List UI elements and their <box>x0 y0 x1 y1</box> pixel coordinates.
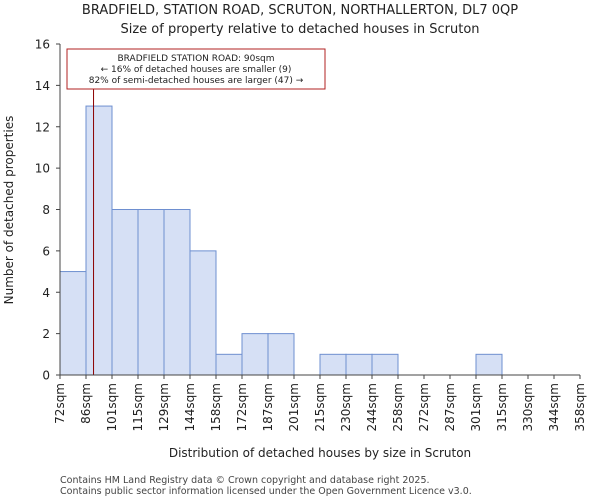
bar-301sqm <box>475 353 503 376</box>
x-tick-label: 172sqm <box>235 383 249 431</box>
chart-title: BRADFIELD, STATION ROAD, SCRUTON, NORTHA… <box>82 3 518 18</box>
y-tick-label: 10 <box>35 162 50 176</box>
y-axis-label: Number of detached properties <box>2 116 16 305</box>
bar-144sqm <box>189 250 217 376</box>
bar-230sqm <box>345 353 373 376</box>
x-tick-label: 187sqm <box>261 383 275 431</box>
annotation-line-2: ← 16% of detached houses are smaller (9) <box>101 65 292 75</box>
x-ticks-group: 72sqm 86sqm 101sqm 115sqm 129sqm 144sqm 158sqm… <box>53 375 587 431</box>
y-tick-label: 16 <box>35 38 50 52</box>
y-tick-label: 4 <box>42 286 50 300</box>
bar-86sqm <box>85 105 113 376</box>
x-tick-label: 72sqm <box>53 383 67 424</box>
x-tick-label: 144sqm <box>183 383 197 431</box>
x-tick-label: 358sqm <box>573 383 587 431</box>
x-tick-label: 272sqm <box>417 383 431 431</box>
x-tick-label: 158sqm <box>209 383 223 431</box>
y-ticks-group: 0 2 4 6 8 10 12 14 16 <box>35 38 60 383</box>
x-axis-label: Distribution of detached houses by size … <box>169 446 471 460</box>
footer-line-1: Contains HM Land Registry data © Crown c… <box>60 475 430 486</box>
y-tick-label: 8 <box>42 203 50 217</box>
bar-101sqm <box>111 209 139 376</box>
bar-187sqm <box>267 333 295 376</box>
annotation-line-1: BRADFIELD STATION ROAD: 90sqm <box>117 54 274 64</box>
footer-line-2: Contains public sector information licen… <box>60 486 472 497</box>
bar-115sqm <box>137 209 165 376</box>
bar-244sqm <box>371 353 399 376</box>
x-tick-label: 230sqm <box>339 383 353 431</box>
bar-72sqm <box>59 271 87 376</box>
x-tick-label: 129sqm <box>157 383 171 431</box>
bar-158sqm <box>215 353 243 376</box>
x-tick-label: 315sqm <box>495 383 509 431</box>
x-tick-label: 244sqm <box>365 383 379 431</box>
bar-215sqm <box>319 353 347 376</box>
y-tick-label: 12 <box>35 120 50 134</box>
y-tick-label: 14 <box>35 79 50 93</box>
y-tick-label: 6 <box>42 244 50 258</box>
y-tick-label: 0 <box>42 369 50 383</box>
annotation-box <box>66 48 326 90</box>
x-tick-label: 258sqm <box>391 383 405 431</box>
y-tick-label: 2 <box>42 327 50 341</box>
chart-subtitle: Size of property relative to detached ho… <box>120 22 479 37</box>
bar-172sqm <box>241 333 269 376</box>
x-tick-label: 201sqm <box>287 383 301 431</box>
x-tick-label: 287sqm <box>443 383 457 431</box>
bars-group <box>59 105 503 376</box>
x-tick-label: 344sqm <box>547 383 561 431</box>
x-tick-label: 330sqm <box>521 383 535 431</box>
x-tick-label: 86sqm <box>79 383 93 424</box>
annotation-line-3: 82% of semi-detached houses are larger (… <box>89 76 304 86</box>
x-tick-label: 101sqm <box>105 383 119 431</box>
x-tick-label: 115sqm <box>131 383 145 431</box>
x-tick-label: 301sqm <box>469 383 483 431</box>
bar-129sqm <box>163 209 191 376</box>
x-tick-label: 215sqm <box>313 383 327 431</box>
